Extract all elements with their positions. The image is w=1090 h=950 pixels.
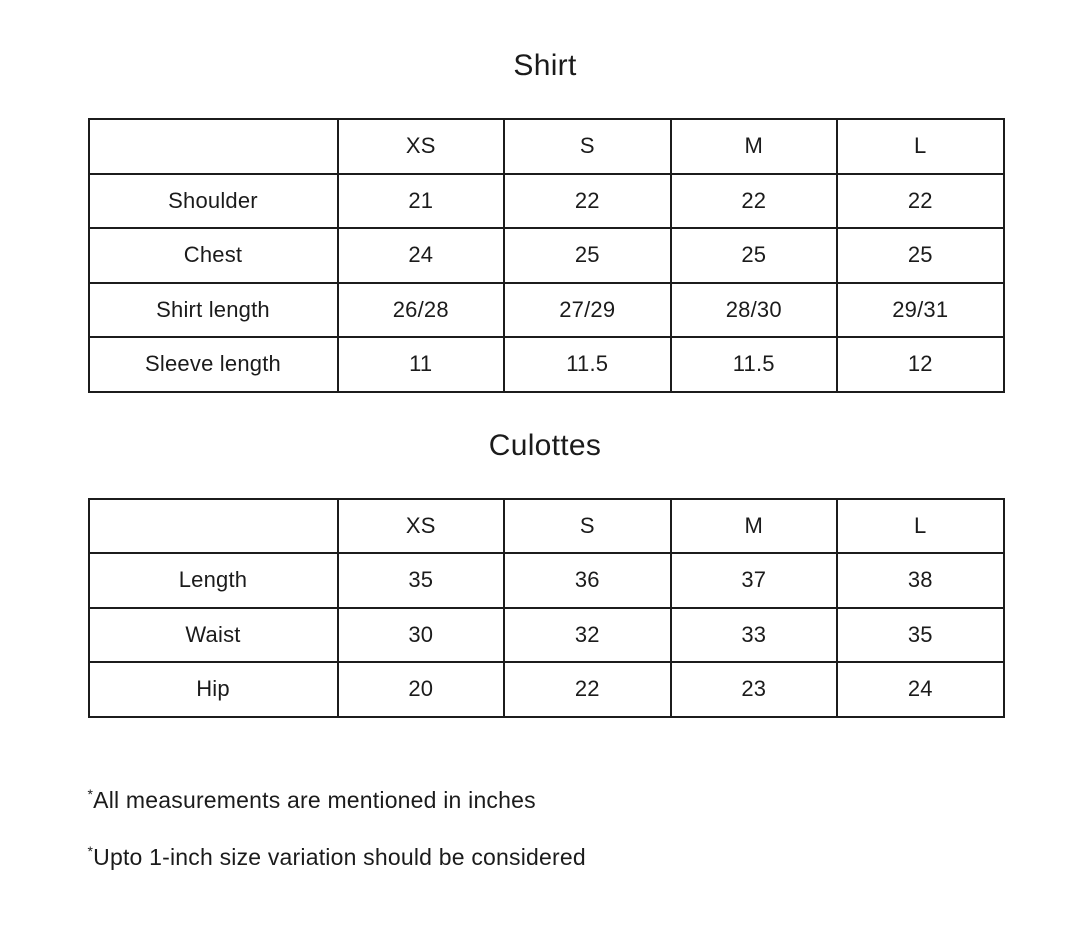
footnotes: *All measurements are mentioned in inche… [88,784,1003,874]
size-cell: 27/29 [503,281,672,338]
size-cell: 21 [336,172,505,229]
size-cell: 35 [336,552,505,609]
size-chart-page: Shirt XS S M L Shoulder 21 22 22 22 Ches… [87,0,1005,874]
size-cell: 28/30 [669,281,838,338]
size-cell: 11.5 [503,336,672,393]
size-cell: 35 [836,606,1005,663]
size-cell: 24 [836,661,1005,718]
size-cell: 22 [669,172,838,229]
size-cell: 29/31 [836,281,1005,338]
table-row-length: Length 35 36 37 38 [87,552,1005,609]
table-row-chest: Chest 24 25 25 25 [87,227,1005,284]
size-cell: 12 [836,336,1005,393]
row-label: Sleeve length [87,336,339,393]
table-row-hip: Hip 20 22 23 24 [87,661,1005,718]
column-header-l: L [836,118,1005,175]
table-row-waist: Waist 30 32 33 35 [87,606,1005,663]
column-header-l: L [836,497,1005,554]
size-cell: 20 [336,661,505,718]
size-cell: 23 [669,661,838,718]
shirt-size-table: XS S M L Shoulder 21 22 22 22 Chest 24 2… [87,118,1005,393]
corner-cell [87,497,339,554]
column-header-s: S [503,497,672,554]
row-label: Waist [87,606,339,663]
culottes-table-title: Culottes [488,428,602,462]
row-label: Hip [87,661,339,718]
size-cell: 25 [503,227,672,284]
column-header-xs: XS [336,497,505,554]
size-cell: 22 [836,172,1005,229]
shirt-table-title: Shirt [513,49,577,82]
asterisk-marker: * [87,842,94,859]
size-cell: 11 [336,336,505,393]
column-header-xs: XS [336,118,505,175]
size-cell: 36 [503,552,672,609]
table-row-shoulder: Shoulder 21 22 22 22 [87,172,1005,229]
size-cell: 25 [836,227,1005,284]
column-header-m: M [669,497,838,554]
size-cell: 25 [669,227,838,284]
footnote-text: Upto 1-inch size variation should be con… [93,843,586,870]
row-label: Length [87,552,339,609]
row-label: Chest [87,227,339,284]
row-label: Shoulder [87,172,339,229]
size-cell: 24 [336,227,505,284]
table-row-sleeve-length: Sleeve length 11 11.5 11.5 12 [87,336,1005,393]
column-header-s: S [503,118,672,175]
culottes-size-table: XS S M L Length 35 36 37 38 Waist 30 32 … [87,497,1005,718]
size-cell: 33 [669,606,838,663]
corner-cell [87,118,339,175]
size-cell: 37 [669,552,838,609]
column-header-m: M [669,118,838,175]
size-cell: 38 [836,552,1005,609]
size-cell: 22 [503,172,672,229]
table-header-row: XS S M L [87,118,1005,175]
size-cell: 11.5 [669,336,838,393]
asterisk-marker: * [87,785,94,802]
size-cell: 26/28 [336,281,505,338]
size-cell: 22 [503,661,672,718]
footnote-text: All measurements are mentioned in inches [93,786,536,813]
size-cell: 30 [336,606,505,663]
table-row-shirt-length: Shirt length 26/28 27/29 28/30 29/31 [87,281,1005,338]
table-header-row: XS S M L [87,497,1005,554]
footnote-measurements: *All measurements are mentioned in inche… [88,784,1003,817]
footnote-variation: *Upto 1-inch size variation should be co… [88,841,1003,874]
row-label: Shirt length [87,281,339,338]
size-cell: 32 [503,606,672,663]
